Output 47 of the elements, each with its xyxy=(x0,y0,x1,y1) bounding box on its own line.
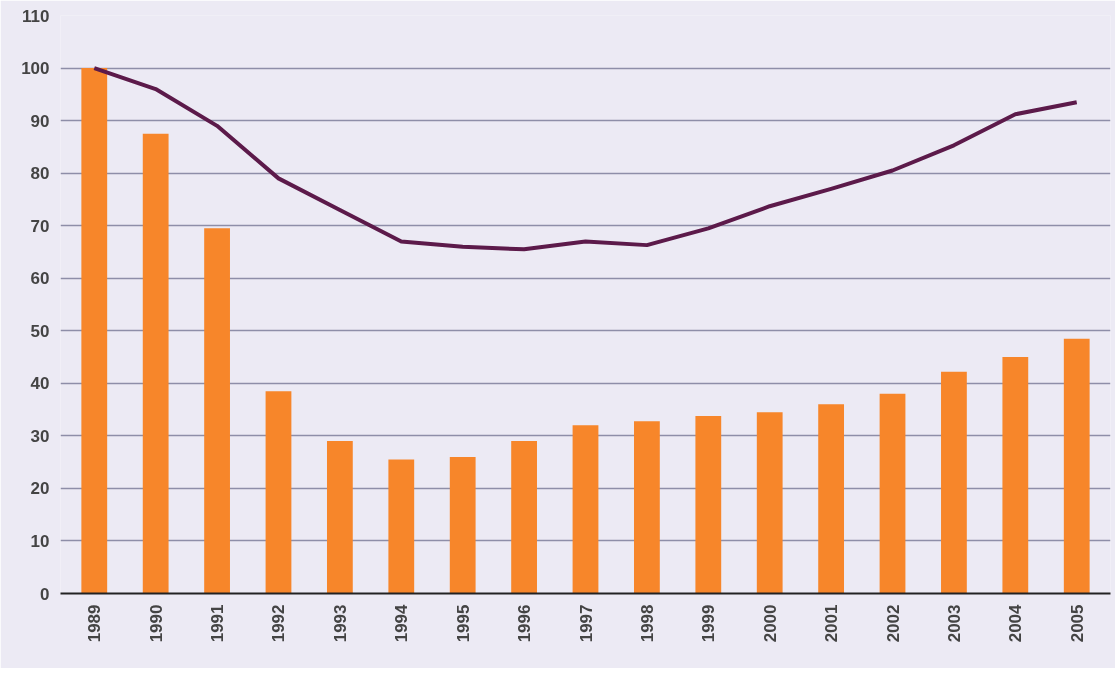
x-tick-label: 1989 xyxy=(85,604,105,643)
line-series xyxy=(92,66,1079,252)
x-tick-label: 1995 xyxy=(453,604,473,643)
x-tick-label: 1996 xyxy=(515,604,535,643)
x-tick-label: 2002 xyxy=(883,604,903,643)
bar xyxy=(326,441,353,594)
y-tick-label: 110 xyxy=(22,6,50,26)
y-tick-label: 0 xyxy=(40,584,50,604)
y-tick-label: 10 xyxy=(30,531,50,551)
bar xyxy=(634,421,660,594)
x-tick-label: 1997 xyxy=(576,604,596,643)
bar xyxy=(572,425,599,594)
bar xyxy=(511,441,537,594)
x-tick-label: 1993 xyxy=(330,604,350,643)
bar xyxy=(879,393,906,594)
bar xyxy=(81,68,108,594)
x-tick-label: 1990 xyxy=(146,604,166,643)
y-tick-label: 70 xyxy=(30,216,50,236)
bar xyxy=(756,412,783,594)
y-tick-label: 100 xyxy=(21,59,50,79)
bar xyxy=(265,391,292,594)
bar xyxy=(941,371,967,594)
y-tick-label: 30 xyxy=(30,426,50,446)
y-tick-label: 50 xyxy=(30,321,50,341)
x-tick-label: 1991 xyxy=(208,604,228,643)
x-tick-label: 1998 xyxy=(637,604,657,643)
bar xyxy=(142,133,169,594)
x-tick-label: 2003 xyxy=(944,604,964,643)
x-tick-label: 1994 xyxy=(392,603,412,643)
x-tick-label: 2000 xyxy=(760,604,780,643)
bar xyxy=(388,459,415,594)
y-tick-label: 60 xyxy=(30,269,50,289)
x-tick-label: 1999 xyxy=(699,604,719,643)
bar xyxy=(204,228,230,594)
bar xyxy=(818,404,845,594)
bar xyxy=(1002,357,1029,594)
y-tick-label: 90 xyxy=(30,111,50,131)
y-tick-label: 20 xyxy=(30,479,50,499)
x-tick-label: 1992 xyxy=(269,604,289,643)
bar xyxy=(1063,338,1090,594)
x-tick-label: 2001 xyxy=(822,604,842,643)
y-tick-label: 80 xyxy=(30,164,50,184)
bar xyxy=(449,456,476,594)
x-tick-label: 2004 xyxy=(1006,603,1026,643)
x-tick-label: 2005 xyxy=(1067,604,1087,643)
y-tick-label: 40 xyxy=(30,374,50,394)
bar xyxy=(695,415,722,594)
